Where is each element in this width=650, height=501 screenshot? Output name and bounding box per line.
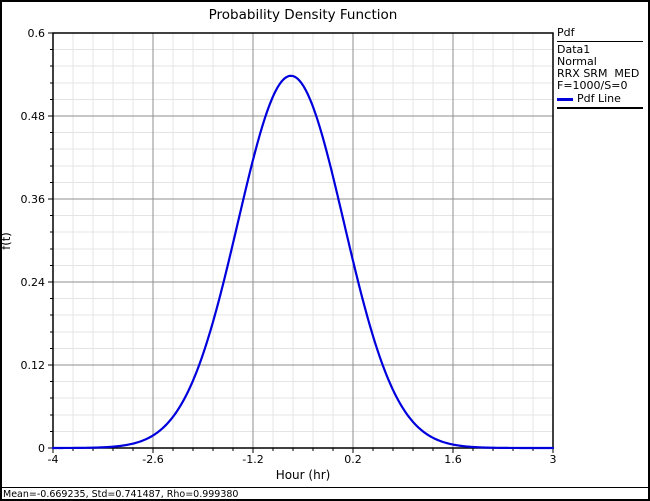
tick-label: 0.6 (28, 27, 46, 40)
tick-label: 1.6 (444, 453, 462, 466)
legend-item-dataset: Data1 (557, 43, 591, 56)
tick-label: 3 (550, 453, 557, 466)
legend-item-method: RRX SRM MED (557, 67, 640, 80)
legend-item-sample: F=1000/S=0 (557, 79, 628, 92)
tick-label: -4 (48, 453, 59, 466)
tick-label: 0 (38, 442, 45, 455)
tick-label: 0.2 (344, 453, 362, 466)
tick-label: -2.6 (142, 453, 163, 466)
pdf-line-swatch (557, 97, 573, 101)
legend-line-entry: Pdf Line (557, 93, 643, 109)
tick-label: 0.12 (21, 359, 46, 372)
legend-header: Pdf (557, 27, 643, 42)
legend-line-label: Pdf Line (577, 92, 621, 105)
tick-label: 0.36 (21, 193, 46, 206)
y-axis-label: f(t) (0, 232, 13, 250)
status-bar: Mean=-0.669235, Std=0.741487, Rho=0.9993… (0, 487, 650, 501)
x-axis-label: Hour (hr) (275, 468, 331, 482)
pdf-curve (51, 74, 555, 450)
legend-item-distribution: Normal (557, 55, 597, 68)
tick-label: -1.2 (242, 453, 263, 466)
tick-label: 0.24 (21, 276, 46, 289)
legend: Pdf Data1 Normal RRX SRM MED F=1000/S=0 … (557, 27, 643, 109)
tick-label: 0.48 (21, 110, 46, 123)
chart-title: Probability Density Function (208, 7, 398, 23)
status-text: Mean=-0.669235, Std=0.741487, Rho=0.9993… (3, 489, 239, 500)
